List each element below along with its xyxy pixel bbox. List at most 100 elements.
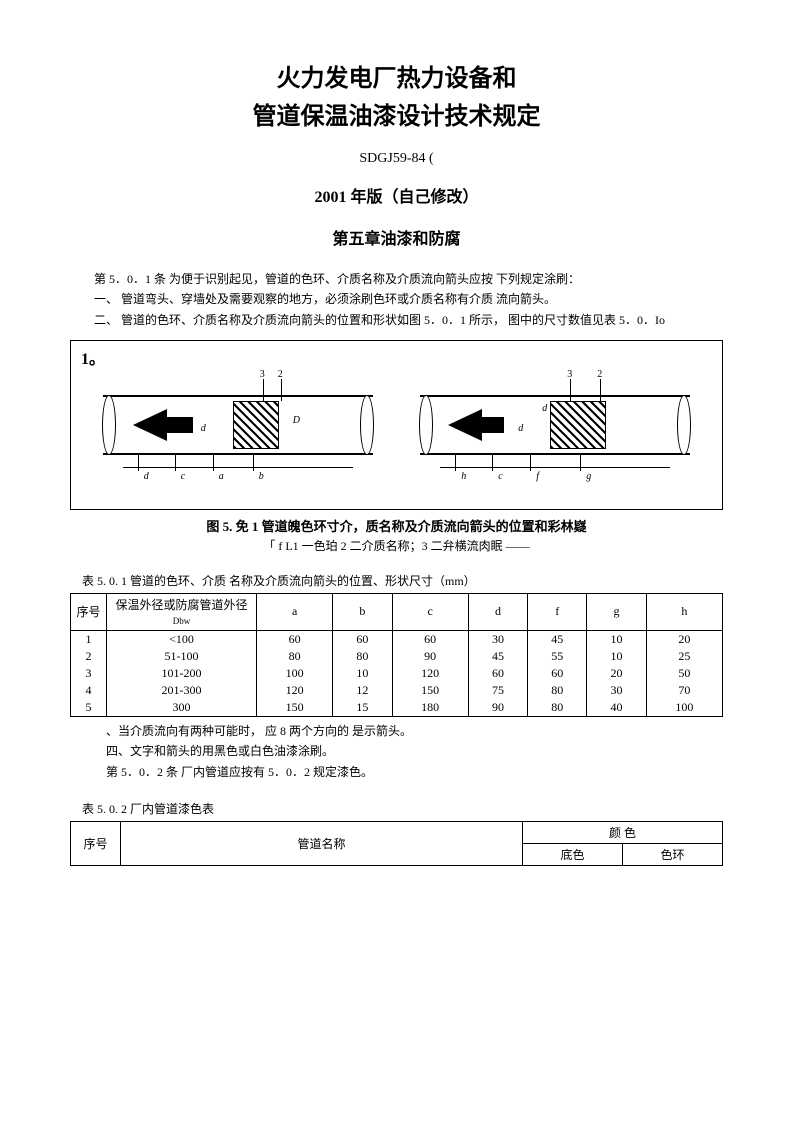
table-row: 1<10060606030451020 xyxy=(71,630,723,648)
color-ring-hatch xyxy=(233,401,279,449)
th-g: g xyxy=(587,593,646,630)
figure-caption: 图 5. 免 1 管道魄色环寸介，质名称及介质流向箭头的位置和彩林嶷 xyxy=(70,516,723,535)
cell-g: 10 xyxy=(587,648,646,665)
cell-d: 60 xyxy=(468,665,527,682)
th-b: b xyxy=(333,593,392,630)
cell-a: 120 xyxy=(257,682,333,699)
cell-b: 15 xyxy=(333,699,392,717)
cell-a: 150 xyxy=(257,699,333,717)
figure-number: 1。 xyxy=(81,345,105,369)
pipe-diagram-right: hcfg32dd xyxy=(420,375,690,485)
cell-n: 2 xyxy=(71,648,107,665)
cell-h: 25 xyxy=(646,648,722,665)
cell-f: 60 xyxy=(528,665,587,682)
cell-g: 40 xyxy=(587,699,646,717)
cell-d: 75 xyxy=(468,682,527,699)
table-row: 251-10080809045551025 xyxy=(71,648,723,665)
cell-f: 80 xyxy=(528,699,587,717)
cell-dia: 201-300 xyxy=(107,682,257,699)
th-c: c xyxy=(392,593,468,630)
vertical-dim-label: D xyxy=(293,415,300,426)
cell-h: 20 xyxy=(646,630,722,648)
dimension-tick xyxy=(455,455,456,471)
vertical-dim-label: d xyxy=(518,423,523,434)
cell-n: 3 xyxy=(71,665,107,682)
th-f: f xyxy=(528,593,587,630)
flow-arrow-shaft xyxy=(167,417,193,433)
leader-number: 2 xyxy=(597,369,602,380)
table1-caption: 表 5. 0. 1 管道的色环、介质 名称及介质流向箭头的位置、形状尺寸（mm） xyxy=(70,572,723,589)
dimension-label: a xyxy=(219,471,224,482)
cell-d: 30 xyxy=(468,630,527,648)
flow-arrow-head-icon xyxy=(133,409,167,441)
table1-head: 序号 保温外径或防腐管道外径 Dbw a b c d f g h xyxy=(71,593,723,630)
document-code: SDGJ59-84 ( xyxy=(70,151,723,167)
dimension-label: c xyxy=(181,471,185,482)
cell-n: 1 xyxy=(71,630,107,648)
dimension-label: f xyxy=(536,471,539,482)
cell-b: 60 xyxy=(333,630,392,648)
note-3: 第 5．0．2 条 厂内管道应按有 5．0．2 规定漆色。 xyxy=(70,762,723,782)
dimension-tick xyxy=(213,455,214,471)
version-label: 2001 年版（自己修改） xyxy=(70,183,723,207)
cell-g: 10 xyxy=(587,630,646,648)
leader-number: 2 xyxy=(278,369,283,380)
table2-caption: 表 5. 0. 2 厂内管道漆色表 xyxy=(70,800,723,817)
cell-h: 70 xyxy=(646,682,722,699)
dimension-tick xyxy=(580,455,581,471)
paragraph-3: 二、 管道的色环、介质名称及介质流向箭头的位置和形状如图 5．0．1 所示， 图… xyxy=(70,310,723,330)
body-text: 第 5．0．1 条 为便于识别起见，管道的色环、介质名称及介质流向箭头应按 下列… xyxy=(70,269,723,330)
cell-dia: <100 xyxy=(107,630,257,648)
cell-f: 45 xyxy=(528,630,587,648)
leader-line xyxy=(600,379,601,401)
notes-block: 、当介质流向有两种可能时， 应 8 两个方向的 是示箭头。 四、文字和箭头的用黑… xyxy=(70,721,723,782)
title-block: 火力发电厂热力设备和 管道保温油漆设计技术规定 SDGJ59-84 ( 2001… xyxy=(70,60,723,249)
cell-a: 100 xyxy=(257,665,333,682)
cell-f: 80 xyxy=(528,682,587,699)
table-5-0-1: 序号 保温外径或防腐管道外径 Dbw a b c d f g h 1<10060… xyxy=(70,593,723,717)
dimension-line xyxy=(123,467,353,468)
leader-number: 3 xyxy=(567,369,572,380)
cell-g: 30 xyxy=(587,682,646,699)
dimension-tick xyxy=(253,455,254,471)
table-row: 4201-3001201215075803070 xyxy=(71,682,723,699)
pipe-diagram-left: dcab23dD xyxy=(103,375,373,485)
pipe-end-ellipse-icon xyxy=(102,395,116,455)
cell-h: 100 xyxy=(646,699,722,717)
main-title-line1: 火力发电厂热力设备和 xyxy=(70,60,723,98)
figure-5-0-1: 1。 dcab23dD hcfg32dd xyxy=(70,340,723,510)
dimension-label: b xyxy=(259,471,264,482)
cell-n: 4 xyxy=(71,682,107,699)
dimension-tick xyxy=(530,455,531,471)
cell-c: 150 xyxy=(392,682,468,699)
dimension-label: c xyxy=(498,471,502,482)
pipe-end-ellipse-icon xyxy=(360,395,374,455)
table-row: 3101-2001001012060602050 xyxy=(71,665,723,682)
cell-c: 120 xyxy=(392,665,468,682)
cell-b: 12 xyxy=(333,682,392,699)
table1-body: 1<10060606030451020251-10080809045551025… xyxy=(71,630,723,716)
cell-g: 20 xyxy=(587,665,646,682)
th-seq: 序号 xyxy=(71,593,107,630)
dimension-line xyxy=(440,467,670,468)
cell-h: 50 xyxy=(646,665,722,682)
leader-line xyxy=(281,379,282,401)
cell-c: 180 xyxy=(392,699,468,717)
table-row: 530015015180908040100 xyxy=(71,699,723,717)
figure-diagrams: dcab23dD hcfg32dd xyxy=(79,347,714,503)
figure-legend: 「 f L1 一色珀 2 二介质名称；3 二弁横流肉眠 —— xyxy=(70,537,723,554)
cell-a: 60 xyxy=(257,630,333,648)
cell-f: 55 xyxy=(528,648,587,665)
cell-a: 80 xyxy=(257,648,333,665)
leader-line xyxy=(263,379,264,401)
th-a: a xyxy=(257,593,333,630)
t2-th-color: 颜 色 xyxy=(523,822,723,844)
dimension-tick xyxy=(492,455,493,471)
th-d: d xyxy=(468,593,527,630)
dimension-label: d xyxy=(144,471,149,482)
note-1: 、当介质流向有两种可能时， 应 8 两个方向的 是示箭头。 xyxy=(70,721,723,741)
leader-line xyxy=(570,379,571,401)
dimension-label: g xyxy=(586,471,591,482)
cell-dia: 300 xyxy=(107,699,257,717)
t2-th-ring: 色环 xyxy=(623,844,723,866)
